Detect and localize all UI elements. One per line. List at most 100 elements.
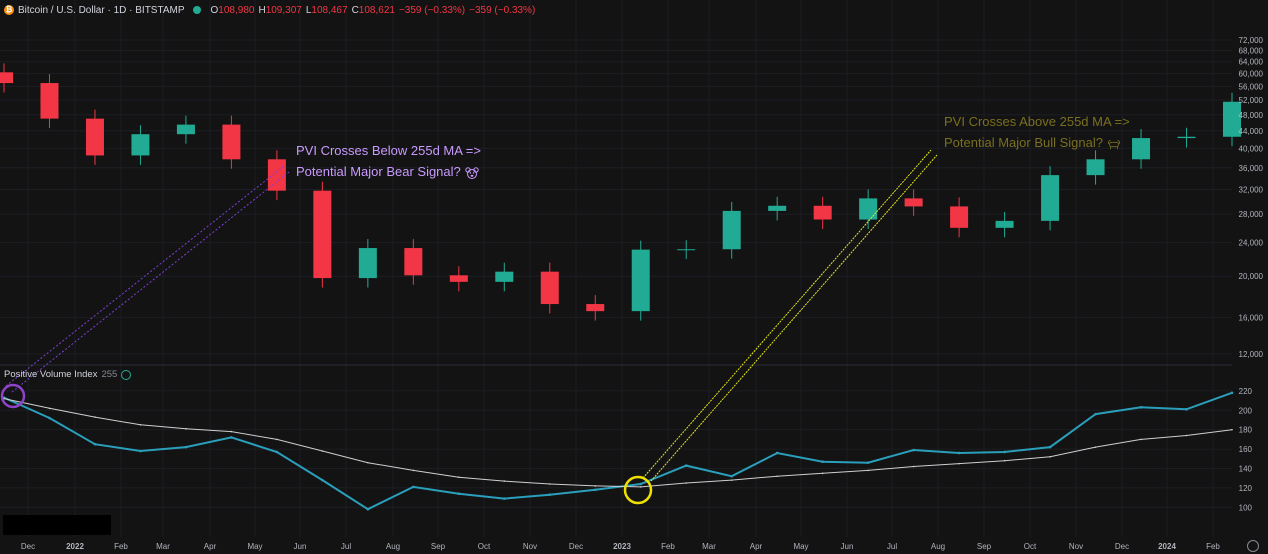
grid-lines (0, 0, 1232, 537)
pvi-ma-point (230, 430, 233, 433)
pvi-ma-point (276, 438, 278, 441)
change-value: −359 (−0.33%) (398, 4, 466, 16)
bull-annotation[interactable]: PVI Crosses Above 255d MA => Potential M… (944, 111, 1130, 153)
pvi-point (912, 448, 915, 452)
time-tick-label: Mar (702, 542, 716, 551)
time-tick-label: Mar (156, 542, 170, 551)
time-tick-label: Nov (1069, 542, 1083, 551)
pvi-ma-point (1231, 428, 1233, 431)
pvi-ma-point (503, 480, 506, 482)
time-tick-label: Feb (114, 542, 128, 551)
pvi-ma-point (639, 486, 642, 488)
redaction-box (3, 515, 111, 535)
bear-annotation[interactable]: PVI Crosses Below 255d MA => Potential M… (296, 140, 481, 182)
pvi-tick-label: 160 (1239, 445, 1253, 454)
pvi-tick-label: 140 (1239, 464, 1253, 473)
candle-body (995, 220, 1014, 228)
pvi-tick-label: 200 (1239, 406, 1253, 415)
price-candles (0, 63, 1241, 321)
indicator-settings-icon[interactable] (121, 369, 132, 380)
candle-body (1223, 101, 1241, 137)
bull-annotation-line1: PVI Crosses Above 255d MA => (944, 114, 1130, 129)
pvi-ma-point (139, 424, 142, 426)
pvi-tick-label: 220 (1239, 387, 1253, 396)
pvi-point (821, 460, 824, 463)
price-tick-label: 52,000 (1239, 96, 1264, 105)
indicator-param: 255 (101, 369, 118, 380)
pvi-point (139, 449, 142, 453)
chart-settings-icon[interactable] (1247, 540, 1259, 552)
pvi-ma-point (412, 469, 415, 472)
bull-trend-channel[interactable] (642, 149, 938, 482)
candle-body (404, 248, 423, 276)
open-label: O (210, 4, 219, 16)
bull-annotation-line2: Potential Major Bull Signal? (944, 135, 1103, 150)
pvi-point (1185, 407, 1188, 411)
pvi-axis[interactable]: 220 200 180 160 140 120 100 (1239, 387, 1253, 512)
bear-trend-channel[interactable] (5, 165, 290, 393)
symbol-header[interactable]: ₿ Bitcoin / U.S. Dollar · 1D · BITSTAMP … (4, 3, 535, 17)
candle-body (40, 83, 59, 119)
price-tick-label: 72,000 (1239, 36, 1264, 45)
time-tick-label: Jun (841, 542, 854, 551)
bull-icon (1108, 139, 1120, 149)
indicator-legend[interactable]: Positive Volume Index 255 (4, 369, 132, 380)
pvi-point (1003, 450, 1006, 454)
candle-body (358, 248, 377, 279)
time-tick-label: Nov (523, 542, 537, 551)
price-tick-label: 28,000 (1239, 210, 1264, 219)
pvi-ma-point (548, 483, 551, 485)
price-tick-label: 68,000 (1239, 47, 1264, 56)
pvi-point (275, 450, 279, 454)
bull-cross-circle[interactable] (623, 475, 653, 505)
price-tick-label: 64,000 (1239, 58, 1264, 67)
bear-cross-circle[interactable] (0, 383, 26, 409)
time-tick-label: May (793, 542, 808, 551)
price-tick-label: 56,000 (1239, 82, 1264, 91)
candle-body (722, 210, 741, 250)
price-tick-label: 44,000 (1239, 127, 1264, 136)
time-tick-label: Dec (1115, 542, 1129, 551)
price-axis[interactable]: 72,000 68,000 64,000 60,000 56,000 52,000 48,0… (1239, 36, 1264, 359)
price-tick-label: 24,000 (1239, 239, 1264, 248)
pvi-ma-point (1003, 459, 1006, 462)
pvi-ma-point (730, 479, 733, 481)
price-tick-label: 16,000 (1239, 313, 1264, 322)
pvi-point (1094, 412, 1097, 416)
pvi-point (412, 485, 415, 489)
price-tick-label: 12,000 (1239, 350, 1264, 359)
pvi-ma-point (912, 465, 915, 468)
pvi-ma-point (958, 462, 960, 465)
pvi-point (639, 482, 643, 486)
time-tick-label: Jul (887, 542, 897, 551)
bear-annotation-line1: PVI Crosses Below 255d MA => (296, 143, 481, 158)
time-tick-label: Oct (478, 542, 491, 551)
symbol-title[interactable]: Bitcoin / U.S. Dollar · 1D · BITSTAMP (18, 4, 185, 16)
candle-body (85, 118, 104, 156)
pvi-point (957, 451, 961, 455)
candle-body (495, 271, 514, 282)
price-tick-label: 40,000 (1239, 144, 1264, 153)
pvi-point (230, 436, 233, 439)
candle-body (222, 124, 241, 160)
time-tick-label: 2022 (66, 542, 84, 551)
low-value: 108,467 (311, 4, 348, 16)
pvi-ma-point (821, 472, 824, 475)
time-tick-label: 2023 (613, 542, 631, 551)
candle-body (176, 124, 195, 135)
candle-body (1177, 136, 1196, 139)
time-tick-label: Aug (931, 542, 945, 551)
pvi-tick-label: 180 (1239, 426, 1253, 435)
pvi-point (321, 478, 324, 482)
pvi-point (866, 461, 870, 464)
time-axis[interactable]: Dec 2022 Feb Mar Apr May Jun Jul Aug Sep Oct Nov Dec… (21, 542, 1221, 551)
time-tick-label: Aug (386, 542, 400, 551)
pvi-ma-point (321, 450, 324, 452)
high-value: 109,307 (265, 4, 302, 16)
pvi-point (93, 442, 97, 446)
pvi-ma-point (594, 485, 597, 487)
time-tick-label: Apr (750, 542, 763, 551)
candle-body (449, 275, 468, 282)
candle-body (904, 198, 923, 207)
